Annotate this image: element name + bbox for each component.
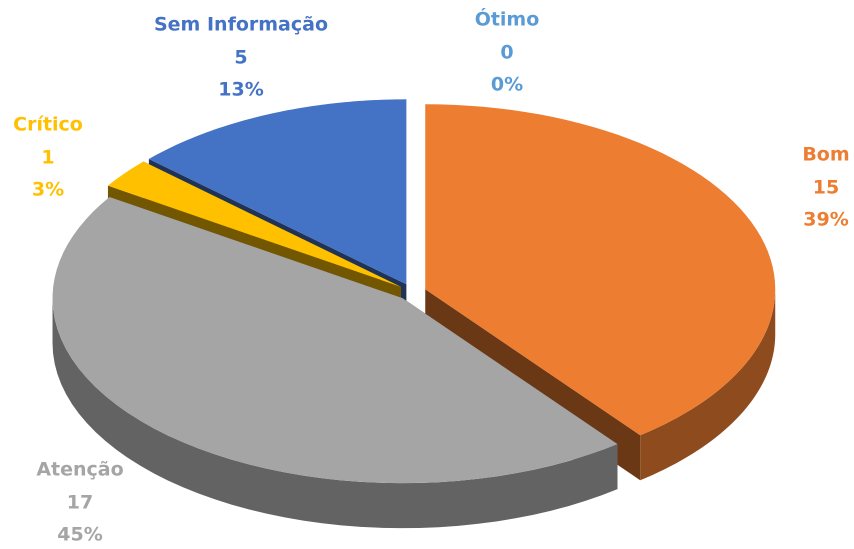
slice	[425, 104, 776, 436]
label-percent: 45%	[57, 524, 102, 546]
slice	[148, 99, 407, 285]
slice-wall	[640, 289, 776, 481]
label-name: Ótimo	[475, 7, 540, 31]
label-percent: 39%	[803, 209, 848, 231]
label-value: 5	[234, 47, 247, 69]
label-value: 0	[500, 42, 513, 64]
label-percent: 13%	[218, 79, 263, 101]
label-value: 15	[813, 177, 839, 199]
label-name: Bom	[802, 144, 849, 166]
label-value: 17	[67, 492, 93, 514]
label-name: Crítico	[13, 114, 83, 136]
label-name: Sem Informação	[154, 14, 328, 36]
label-percent: 3%	[32, 179, 64, 201]
label-name: Atenção	[36, 459, 123, 481]
slice-wall	[52, 298, 618, 529]
slice	[52, 196, 618, 484]
slice	[107, 161, 401, 287]
label-percent: 0%	[491, 74, 523, 96]
label-value: 1	[41, 147, 54, 169]
